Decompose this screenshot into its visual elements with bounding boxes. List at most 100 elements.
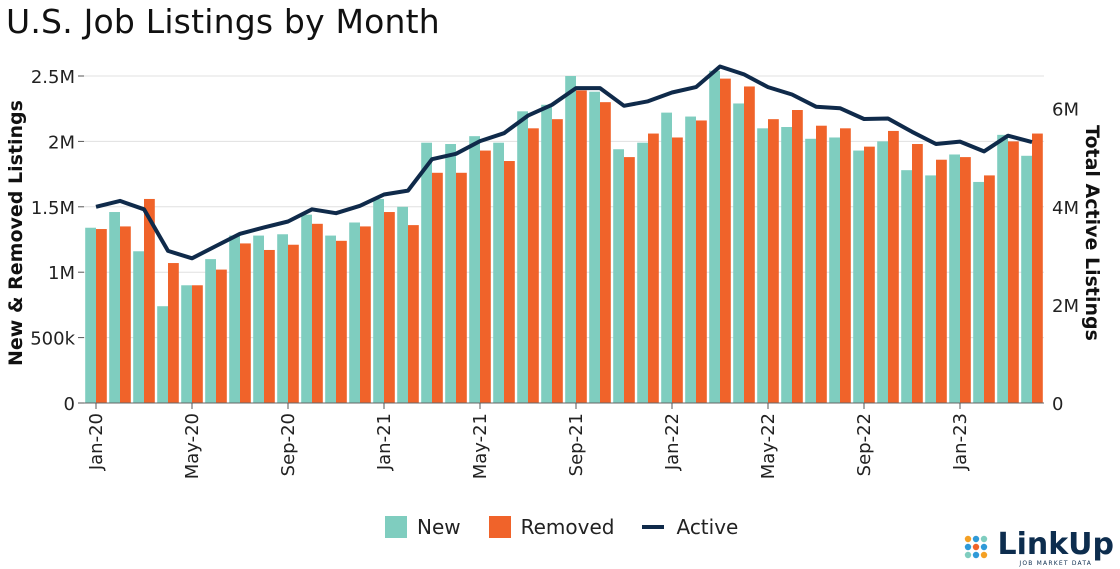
y2-tick-label: 2M [1052, 296, 1079, 317]
y2-tick-label: 6M [1052, 100, 1079, 121]
bar-removed [888, 130, 899, 403]
bar-new [349, 222, 360, 403]
bar-removed [600, 102, 611, 403]
bar-removed [384, 212, 395, 403]
x-tick-label: Jan-22 [662, 413, 683, 471]
y-tick-label: 500k [30, 329, 75, 350]
bar-removed [984, 175, 995, 403]
y2-axis-label: Total Active Listings [1081, 125, 1103, 341]
legend-item-active[interactable]: Active [642, 515, 738, 539]
x-tick-label: Sep-20 [278, 413, 299, 476]
bar-new [517, 111, 528, 403]
bar-new [157, 306, 168, 403]
bar-removed [864, 146, 875, 403]
logo-text: LinkUp [997, 527, 1114, 562]
bar-new [229, 235, 240, 403]
bar-new [181, 285, 192, 403]
legend-swatch-active [642, 525, 665, 529]
bar-removed [288, 244, 299, 403]
bar-new [109, 212, 120, 403]
bar-new [949, 154, 960, 403]
bar-new [253, 235, 264, 403]
legend: New Removed Active [385, 515, 766, 539]
bar-new [973, 181, 984, 403]
bar-new [901, 170, 912, 403]
x-axis: Jan-20 May-20 Sep-20 Jan-21 May-21 Sep-21 Jan-… [84, 402, 1044, 479]
bar-removed [408, 225, 419, 403]
x-tick-label: May-22 [758, 413, 779, 479]
bars [85, 70, 1043, 404]
bar-removed [840, 128, 851, 403]
bar-removed [96, 229, 107, 403]
bar-removed [480, 150, 491, 403]
bar-removed [816, 125, 827, 403]
legend-item-removed[interactable]: Removed [488, 515, 614, 539]
bar-new [733, 103, 744, 403]
left-axis: 0 500k 1M 1.5M 2M 2.5M [30, 67, 84, 415]
x-tick-label: Sep-21 [566, 413, 587, 476]
bar-removed [552, 119, 563, 403]
legend-swatch-removed [488, 516, 511, 538]
bar-new [85, 227, 96, 403]
bar-new [325, 235, 336, 403]
bar-removed [192, 285, 203, 403]
bar-new [589, 91, 600, 404]
bar-new [997, 134, 1008, 404]
legend-label-active: Active [676, 515, 739, 539]
bar-removed [960, 157, 971, 403]
x-tick-label: May-20 [182, 413, 203, 479]
x-tick-label: Jan-20 [86, 413, 107, 471]
bar-new [373, 198, 384, 403]
bar-removed [240, 243, 251, 403]
bar-removed [264, 249, 275, 403]
bar-new [661, 112, 672, 404]
bar-removed [336, 240, 347, 403]
bar-new [685, 116, 696, 403]
bar-removed [504, 161, 515, 403]
bar-removed [360, 226, 371, 403]
y-tick-label: 1.5M [31, 198, 75, 219]
bar-new [445, 144, 456, 404]
bar-removed [312, 223, 323, 403]
bar-removed [672, 137, 683, 403]
bar-new [1021, 155, 1032, 403]
bar-new [925, 175, 936, 403]
bar-new [877, 141, 888, 403]
active-line [95, 64, 1033, 261]
y-tick-label: 1M [48, 263, 75, 284]
x-tick-label: Jan-21 [374, 413, 395, 471]
bar-new [493, 142, 504, 403]
y2-tick-label: 4M [1052, 198, 1079, 219]
bar-removed [576, 90, 587, 403]
linkup-logo: LinkUp JOB MARKET DATA [963, 530, 1114, 567]
bar-new [637, 142, 648, 403]
bar-new [205, 259, 216, 403]
bar-removed [144, 198, 155, 403]
bar-new [613, 149, 624, 403]
bar-removed [1008, 141, 1019, 403]
bar-removed [648, 133, 659, 403]
bar-removed [624, 157, 635, 403]
y-tick-label: 2.5M [31, 67, 75, 88]
bar-new [781, 127, 792, 404]
bar-removed [432, 172, 443, 403]
y-tick-label: 0 [64, 394, 75, 415]
y-axis-label: New & Removed Listings [5, 100, 27, 366]
bar-new [469, 136, 480, 403]
bar-new [397, 206, 408, 403]
legend-item-new[interactable]: New [385, 515, 461, 539]
bar-removed [792, 110, 803, 404]
bar-new [301, 214, 312, 403]
legend-label-new: New [417, 515, 461, 539]
bar-new [541, 104, 552, 403]
x-tick-label: May-21 [470, 413, 491, 479]
bar-removed [744, 86, 755, 404]
right-axis: 0 2M 4M 6M [1052, 100, 1079, 415]
bar-removed [720, 78, 731, 403]
bar-new [829, 137, 840, 403]
bar-removed [1032, 133, 1043, 403]
bar-removed [936, 159, 947, 403]
bar-removed [912, 144, 923, 404]
bar-new [805, 138, 816, 403]
